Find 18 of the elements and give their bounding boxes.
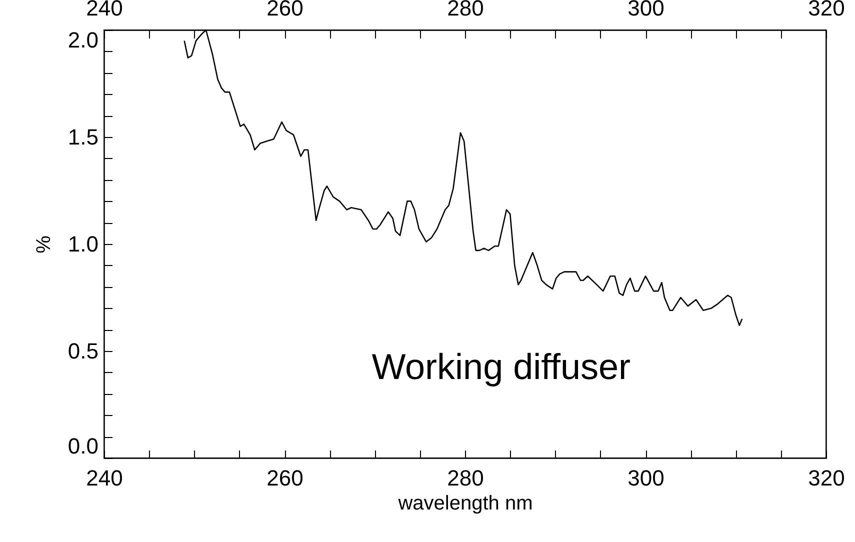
x2-tick-label: 280 <box>447 0 484 20</box>
x-tick-label: 240 <box>86 466 123 490</box>
y-tick-label: 1.0 <box>68 232 98 256</box>
y-tick-label: 0.0 <box>68 434 98 458</box>
x-tick-label: 260 <box>266 466 304 490</box>
y-tick-label: 2.0 <box>68 28 98 52</box>
y-tick-label: 1.5 <box>68 124 98 150</box>
x2-tick-label: 320 <box>808 0 845 20</box>
y-tick-label: 0.5 <box>68 338 98 364</box>
annotation: Working diffuser <box>372 346 630 388</box>
x2-tick-label: 260 <box>266 0 304 20</box>
x-axis-title: wavelength nm <box>397 492 533 514</box>
x2-tick-label: 300 <box>628 0 664 20</box>
x2-tick-label: 240 <box>86 0 123 20</box>
x-tick-label: 300 <box>628 466 664 490</box>
x-tick-label: 280 <box>447 466 484 490</box>
y-axis-title: % <box>32 235 55 254</box>
x-tick-label: 320 <box>808 466 845 490</box>
